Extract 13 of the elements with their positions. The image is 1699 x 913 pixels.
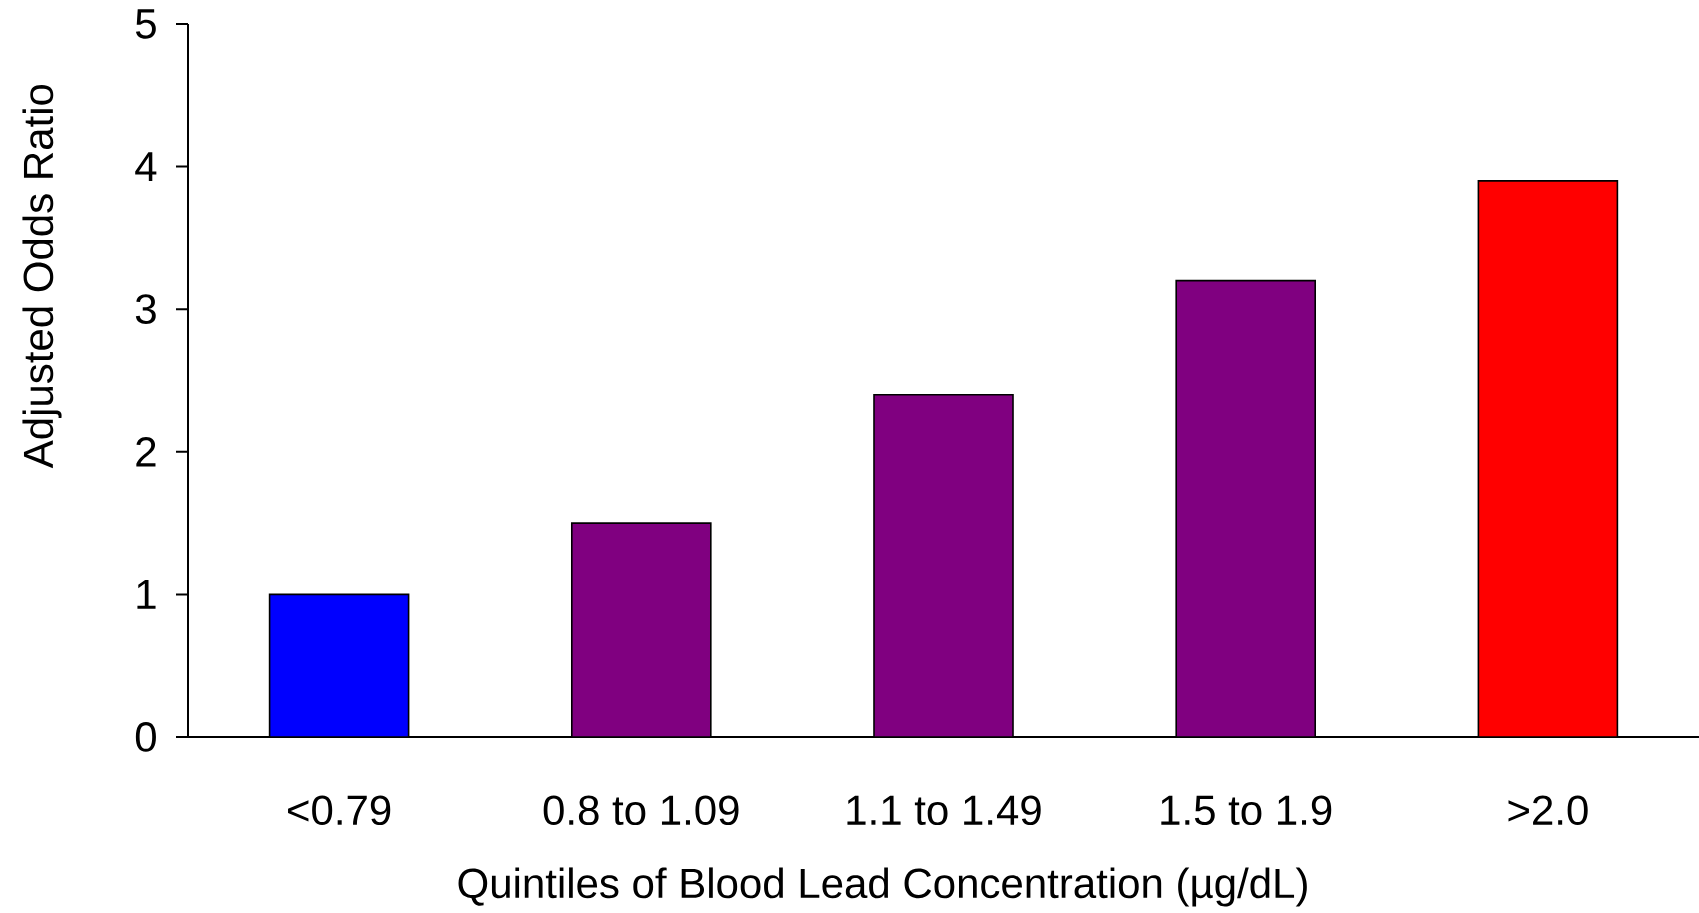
- x-tick-label: 1.5 to 1.9: [1161, 795, 1332, 826]
- x-axis-title: Quintiles of Blood Lead Concentration (µg/dL): [458, 867, 1307, 907]
- x-tick-label: 0.8 to 1.09: [543, 795, 739, 826]
- y-tick-label: 3: [135, 294, 156, 325]
- y-axis-title: Adjusted Odds Ratio: [22, 84, 62, 469]
- y-tick-label: 5: [135, 9, 156, 39]
- x-tick-label: 1.1 to 1.49: [847, 795, 1041, 826]
- y-tick-label: 1: [137, 579, 156, 609]
- y-tick-label: 0: [135, 722, 156, 752]
- x-tick-label: >2.0: [1508, 795, 1588, 826]
- x-tick-label: <0.79: [288, 795, 391, 826]
- y-tick-label: 4: [135, 152, 157, 182]
- y-tick-label: 2: [136, 437, 156, 467]
